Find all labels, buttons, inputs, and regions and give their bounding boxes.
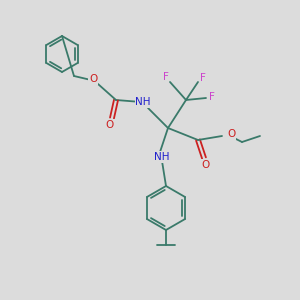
Text: F: F — [163, 72, 169, 82]
Text: F: F — [209, 92, 215, 102]
Text: O: O — [89, 74, 97, 84]
Text: O: O — [202, 160, 210, 170]
Text: NH: NH — [154, 152, 170, 162]
Text: NH: NH — [135, 97, 151, 107]
Text: O: O — [106, 120, 114, 130]
Text: F: F — [200, 73, 206, 83]
Text: O: O — [227, 129, 235, 139]
